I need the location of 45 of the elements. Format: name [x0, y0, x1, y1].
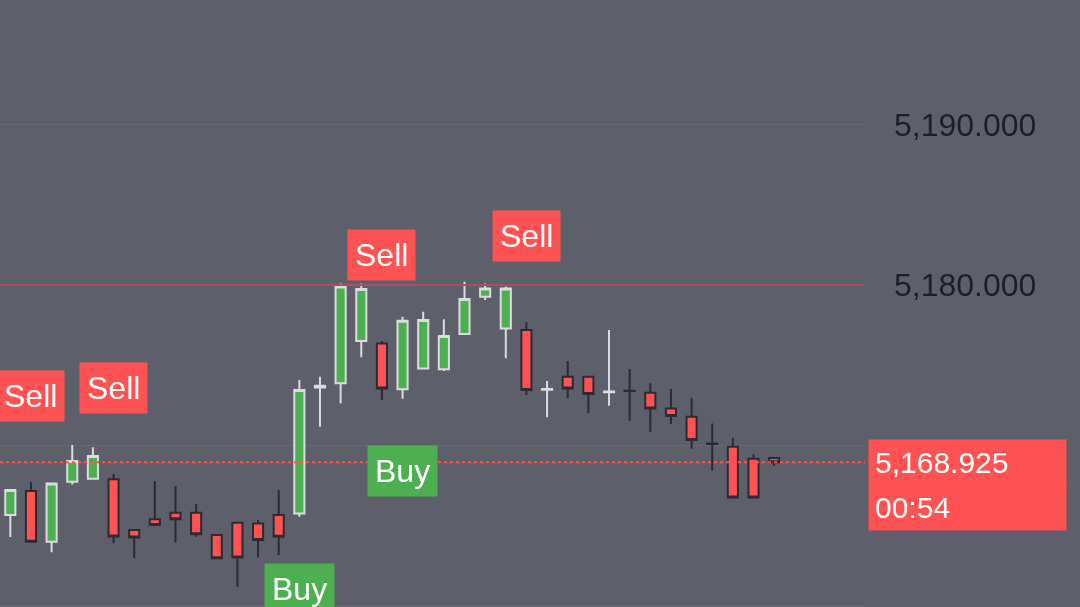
- candlestick: [66, 444, 79, 486]
- annotation: Sell: [4, 378, 58, 414]
- candlestick: [128, 529, 141, 560]
- candlestick: [169, 485, 182, 544]
- candlestick: [479, 282, 492, 302]
- candlestick: [293, 379, 306, 518]
- candlestick: [396, 315, 409, 400]
- candlestick: [685, 396, 698, 450]
- candlestick: [86, 446, 99, 480]
- text: 00:54: [875, 491, 951, 524]
- candlestick: [582, 375, 595, 415]
- ref-line-label: 5,168.925: [875, 446, 1009, 479]
- annotation: Buy: [375, 453, 431, 489]
- candlestick: [499, 285, 512, 360]
- candlestick: [148, 480, 161, 527]
- candlestick: [417, 310, 430, 370]
- candlestick: [252, 519, 265, 559]
- candlestick: [313, 375, 327, 428]
- candlestick: [623, 368, 636, 422]
- candlestick: [561, 360, 574, 400]
- candlestick: [520, 321, 533, 396]
- candlestick: [272, 489, 285, 556]
- candlestick: [107, 473, 120, 545]
- annotation: Buy: [272, 571, 328, 607]
- candlestick: [541, 380, 554, 419]
- candlestick: [706, 422, 719, 472]
- annotation: Sell: [355, 237, 409, 273]
- candlestick: [602, 328, 616, 407]
- candlestick: [644, 382, 657, 433]
- candlestick: [458, 280, 471, 335]
- candlestick: [231, 520, 244, 588]
- candlestick: [190, 503, 203, 538]
- candlestick: [210, 533, 223, 560]
- candlestick: [437, 318, 450, 372]
- annotation: Sell: [87, 370, 141, 406]
- candlestick: [664, 388, 677, 426]
- y-tick-label: 5,190.000: [894, 107, 1037, 144]
- candlestick: [24, 481, 38, 543]
- candlestick: [334, 282, 347, 405]
- candlestick: [45, 482, 58, 554]
- candlestick: [4, 489, 17, 539]
- candlestick: [375, 340, 388, 402]
- candlestick: [355, 282, 368, 359]
- y-tick-label: 5,180.000: [894, 267, 1037, 304]
- annotation: Sell: [500, 218, 554, 254]
